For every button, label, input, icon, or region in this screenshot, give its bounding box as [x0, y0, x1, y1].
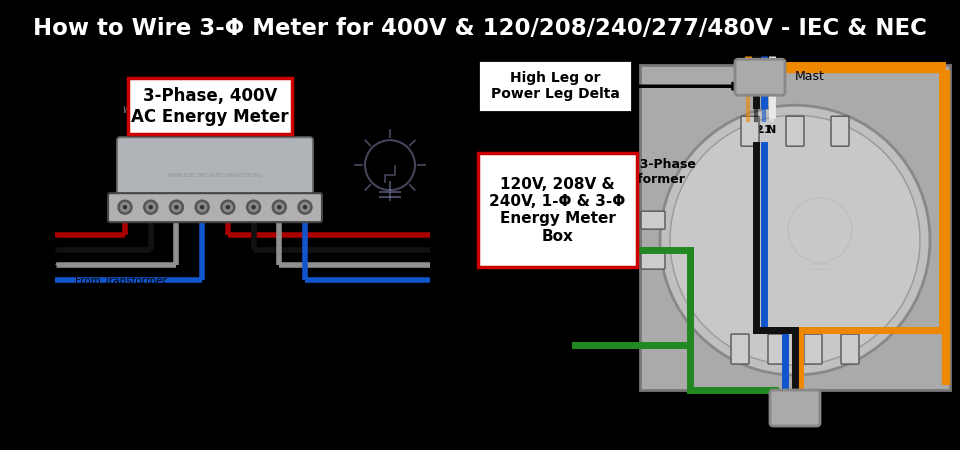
FancyBboxPatch shape [831, 116, 849, 146]
Text: 4# AWG
Copperr: 4# AWG Copperr [580, 360, 627, 382]
Circle shape [149, 206, 153, 209]
Text: L1: L1 [756, 125, 772, 135]
Circle shape [275, 202, 284, 211]
Text: 3-Phase, 400V
AC Energy Meter: 3-Phase, 400V AC Energy Meter [132, 87, 289, 126]
Text: WWW.ELECTRICALTECHNOLOGY.ORG: WWW.ELECTRICALTECHNOLOGY.ORG [167, 173, 263, 178]
Text: L2: L2 [42, 243, 59, 256]
Circle shape [121, 202, 130, 211]
FancyBboxPatch shape [786, 116, 804, 146]
Text: From 3-Phase
Transformer: From 3-Phase Transformer [600, 158, 696, 186]
Circle shape [224, 202, 232, 211]
Text: N: N [767, 125, 777, 135]
Circle shape [249, 202, 258, 211]
FancyBboxPatch shape [128, 78, 292, 134]
FancyBboxPatch shape [804, 334, 822, 364]
Text: N: N [432, 274, 443, 287]
Circle shape [298, 200, 312, 214]
FancyBboxPatch shape [108, 193, 322, 222]
FancyBboxPatch shape [741, 116, 759, 146]
Text: L3: L3 [741, 125, 756, 135]
Circle shape [300, 202, 309, 211]
FancyBboxPatch shape [117, 137, 313, 198]
FancyBboxPatch shape [841, 334, 859, 364]
Circle shape [195, 200, 209, 214]
FancyBboxPatch shape [640, 65, 950, 390]
Text: How to Wire 3-Φ Meter for 400V & 120/208/240/277/480V - IEC & NEC: How to Wire 3-Φ Meter for 400V & 120/208… [33, 17, 927, 40]
FancyBboxPatch shape [735, 59, 785, 95]
Circle shape [175, 206, 178, 209]
Text: ELECTRICALTECHNOLOGY.ORG: ELECTRICALTECHNOLOGY.ORG [935, 199, 941, 281]
Circle shape [660, 105, 930, 375]
FancyBboxPatch shape [731, 334, 749, 364]
Text: LOAD: LOAD [449, 232, 467, 282]
FancyBboxPatch shape [641, 251, 665, 269]
Circle shape [247, 200, 260, 214]
Text: L2: L2 [432, 243, 448, 256]
Text: L1: L1 [432, 229, 448, 242]
Text: High Leg or
Power Leg Delta: High Leg or Power Leg Delta [491, 71, 619, 101]
Circle shape [172, 202, 180, 211]
Text: To Load
400V, 3-Φ, 4 Wires (3L + N)
230V, 1-Φ, 2 Wires (1L + N): To Load 400V, 3-Φ, 4 Wires (3L + N) 230V… [247, 276, 391, 310]
FancyBboxPatch shape [768, 334, 786, 364]
FancyBboxPatch shape [478, 153, 637, 267]
Circle shape [273, 200, 286, 214]
Circle shape [670, 115, 920, 365]
Circle shape [118, 200, 132, 214]
Circle shape [303, 206, 306, 209]
Text: L3: L3 [432, 259, 448, 272]
Circle shape [144, 200, 157, 214]
Text: L3: L3 [42, 259, 59, 272]
Text: N: N [42, 274, 53, 287]
Circle shape [169, 200, 183, 214]
Circle shape [124, 206, 127, 209]
Text: WWW.ELECTRICALTECHNOLOGY.ORG: WWW.ELECTRICALTECHNOLOGY.ORG [122, 106, 277, 115]
Circle shape [252, 206, 255, 209]
FancyBboxPatch shape [641, 211, 665, 229]
Text: 120V, 208V &
240V, 1-Φ & 3-Φ
Energy Meter
Box: 120V, 208V & 240V, 1-Φ & 3-Φ Energy Mete… [490, 176, 626, 244]
Circle shape [221, 200, 235, 214]
Circle shape [201, 206, 204, 209]
Text: L2: L2 [749, 125, 763, 135]
Text: L1: L1 [42, 229, 59, 242]
Circle shape [198, 202, 206, 211]
Text: MAINS: MAINS [3, 226, 21, 288]
FancyBboxPatch shape [478, 60, 632, 112]
Text: Mast: Mast [795, 70, 825, 83]
Circle shape [146, 202, 156, 211]
FancyBboxPatch shape [770, 390, 820, 426]
Text: To the Load Center: To the Load Center [739, 438, 851, 450]
Text: Ground
Rod: Ground Rod [540, 330, 581, 352]
Circle shape [227, 206, 229, 209]
Text: From Transformer
400V, 3-Phase, 4 Wires
3-Lines + 1 Neutral: From Transformer 400V, 3-Phase, 4 Wires … [75, 276, 196, 310]
Circle shape [277, 206, 280, 209]
